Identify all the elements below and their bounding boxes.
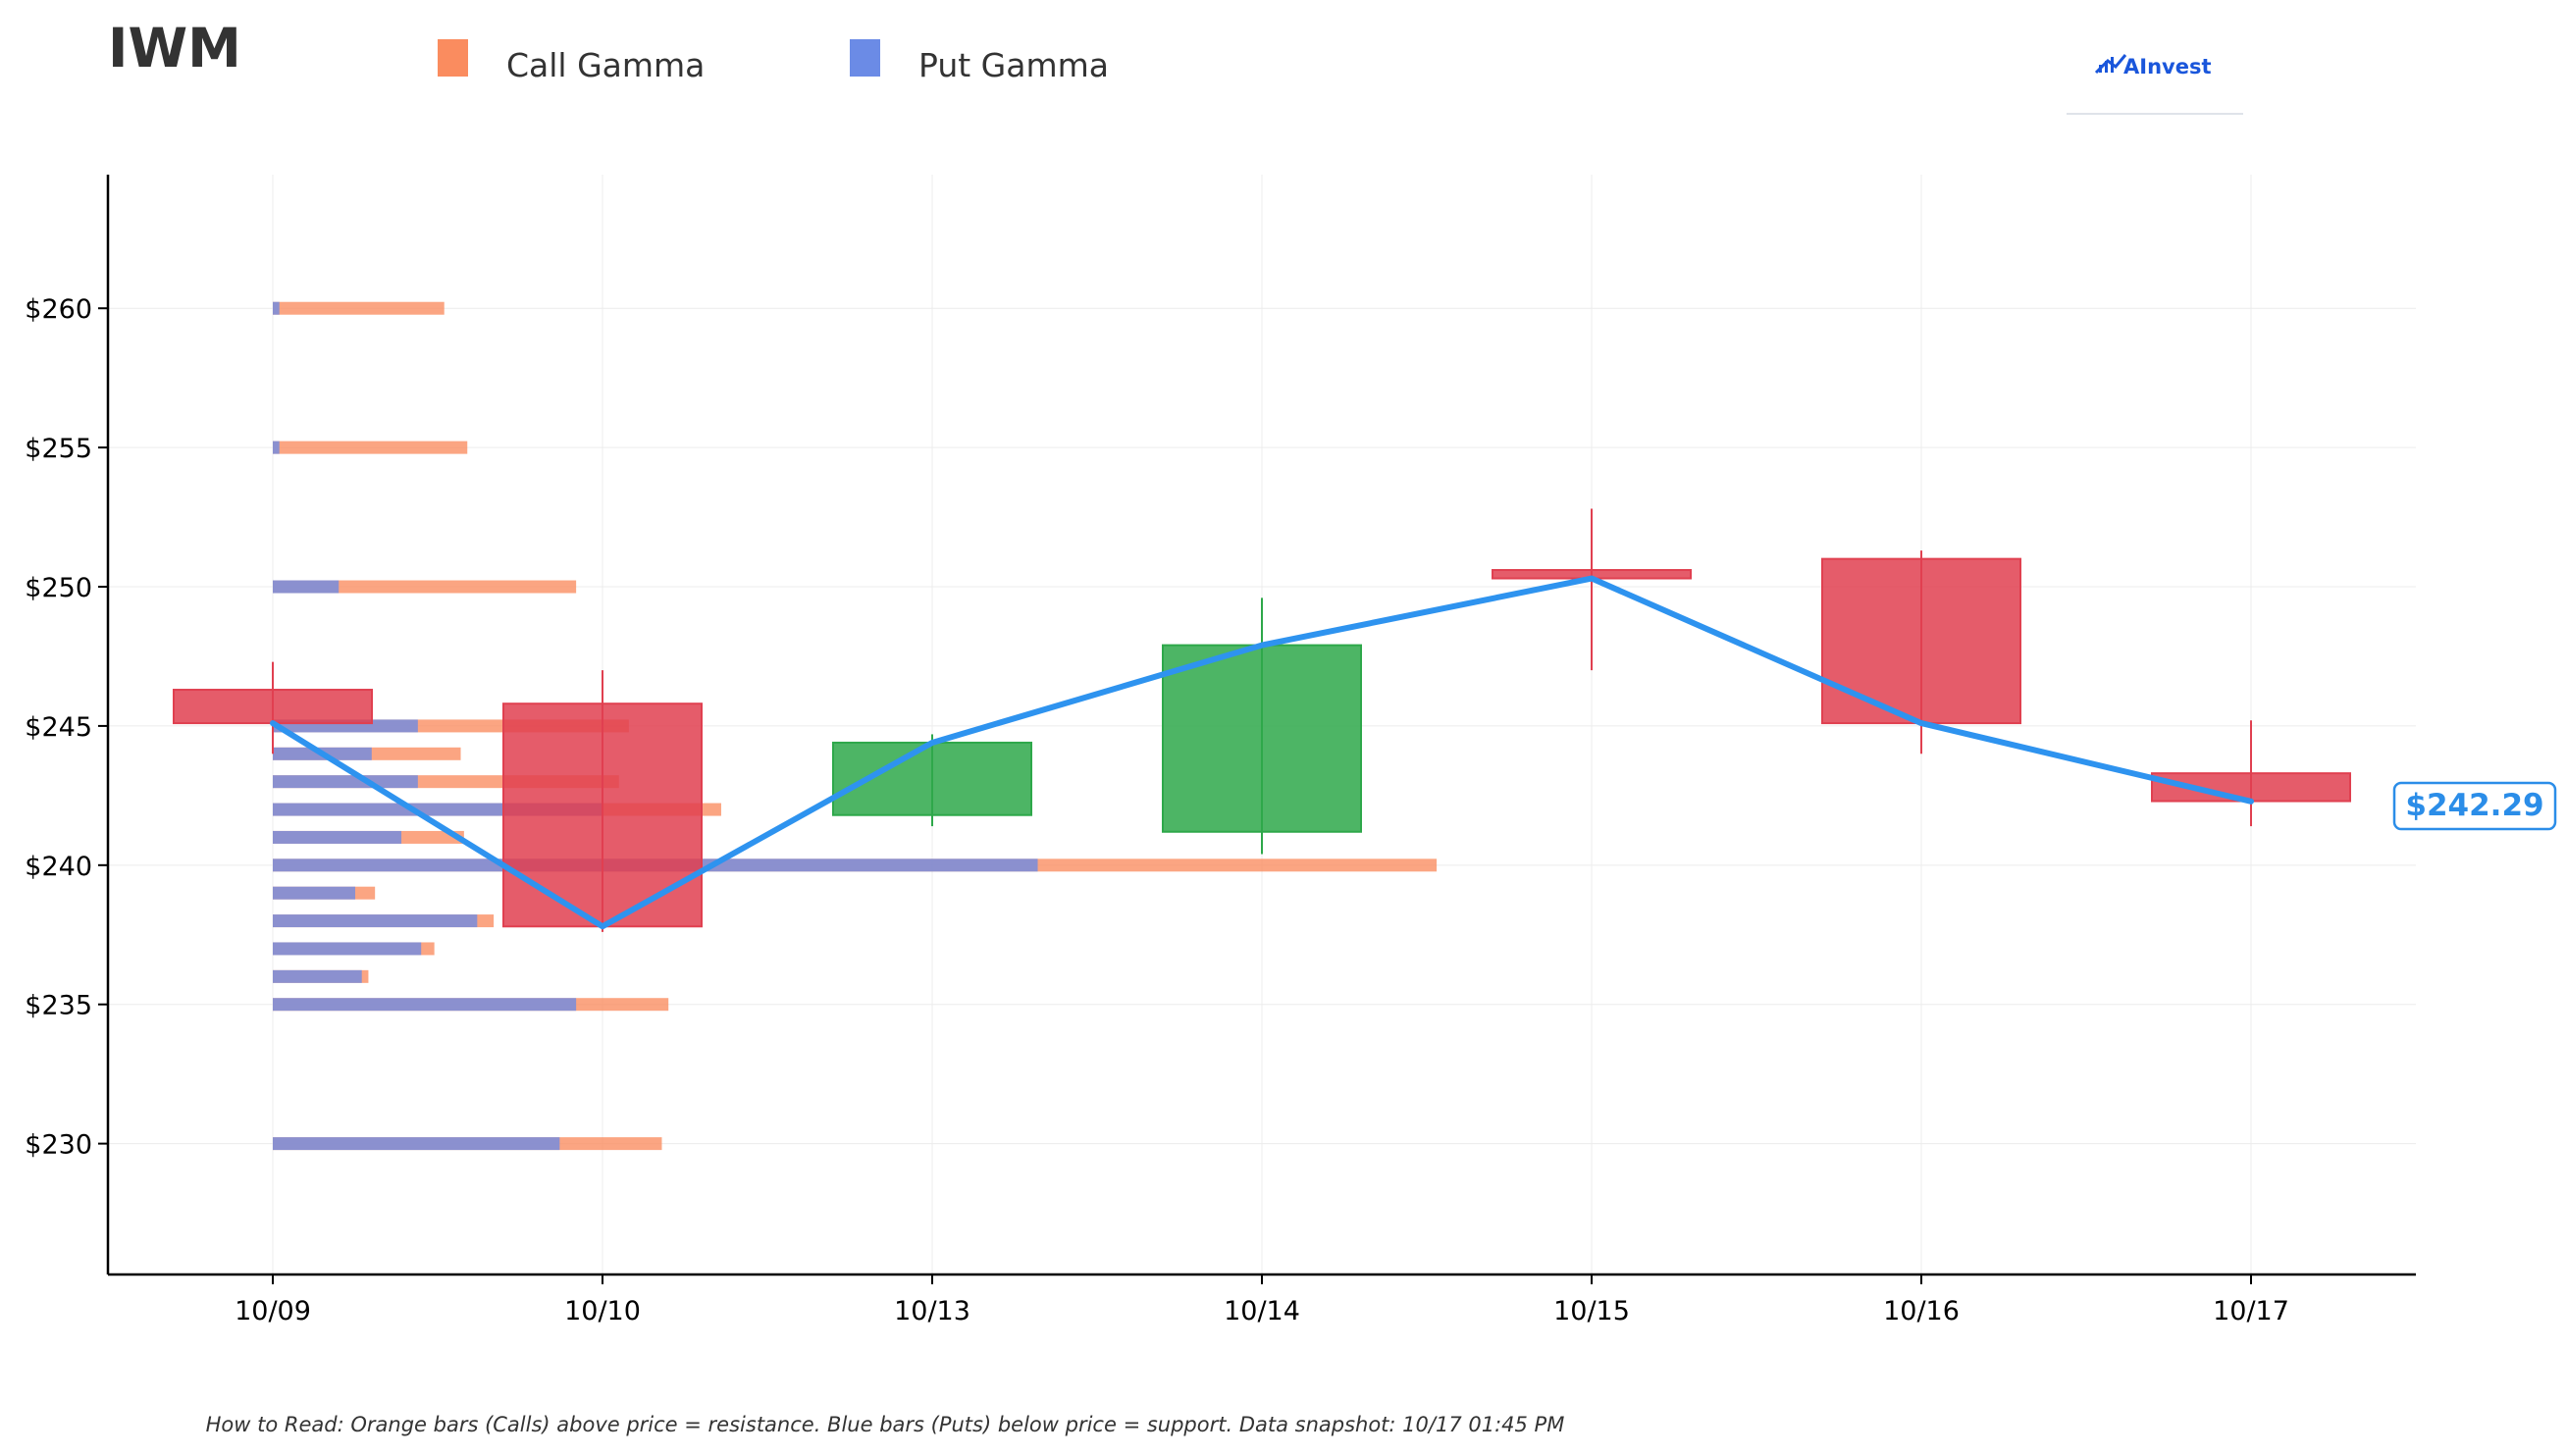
x-tick-label-6: 10/17 xyxy=(2213,1296,2289,1326)
x-tick-label-2: 10/13 xyxy=(894,1296,970,1326)
put-gamma-bar-241 xyxy=(273,830,402,844)
put-gamma-bar-250 xyxy=(273,580,340,594)
last-price-label: $242.29 xyxy=(2392,781,2557,831)
brand-logo: AInvest xyxy=(2067,54,2243,115)
legend: Call Gamma Put Gamma xyxy=(438,39,1109,84)
candle-body-0 xyxy=(173,689,373,725)
footnote: How to Read: Orange bars (Calls) above p… xyxy=(206,1413,1565,1436)
put-gamma-bar-238 xyxy=(273,914,478,928)
brand-name: AInvest xyxy=(2123,55,2212,78)
last-price-text: $242.29 xyxy=(2405,788,2543,823)
put-gamma-bar-236 xyxy=(273,969,362,983)
y-tick-label-1: $235 xyxy=(25,991,92,1021)
legend-call-swatch xyxy=(438,39,468,77)
put-gamma-bar-237 xyxy=(273,942,422,956)
y-tick-label-3: $245 xyxy=(25,712,92,743)
y-tick-label-5: $255 xyxy=(25,434,92,464)
legend-call-label: Call Gamma xyxy=(506,46,705,84)
x-tick-label-4: 10/15 xyxy=(1553,1296,1630,1326)
call-gamma-bar-250 xyxy=(273,580,577,594)
x-tick-label-1: 10/10 xyxy=(564,1296,641,1326)
x-ticks: 10/09 10/10 10/13 10/14 10/15 10/16 10/17 xyxy=(235,1274,2289,1326)
close-price-line xyxy=(270,575,2254,930)
x-tick-label-3: 10/14 xyxy=(1224,1296,1300,1326)
put-gamma-bar-230 xyxy=(273,1137,560,1151)
y-tick-label-0: $230 xyxy=(25,1130,92,1161)
chart-logo-icon xyxy=(2094,54,2127,75)
legend-put-swatch xyxy=(850,39,880,77)
call-gamma-bar-255 xyxy=(273,441,468,454)
legend-put-label: Put Gamma xyxy=(918,46,1109,84)
x-tick-label-0: 10/09 xyxy=(235,1296,311,1326)
put-gamma-bar-235 xyxy=(273,998,577,1012)
candle-body-1 xyxy=(502,702,703,928)
candle-body-5 xyxy=(1821,557,2021,725)
put-gamma-bar-239 xyxy=(273,886,355,900)
x-tick-label-5: 10/16 xyxy=(1883,1296,1960,1326)
y-tick-label-2: $240 xyxy=(25,852,92,882)
put-gamma-bar-255 xyxy=(273,441,280,454)
y-tick-label-6: $260 xyxy=(25,294,92,325)
y-ticks: $230 $235 $240 $245 $250 $255 $260 xyxy=(25,294,108,1161)
close-line-path xyxy=(270,575,2254,930)
put-gamma-bar-243 xyxy=(273,775,418,789)
y-tick-label-4: $250 xyxy=(25,573,92,603)
chart-title: IWM xyxy=(108,17,241,79)
put-gamma-bar-260 xyxy=(273,301,280,315)
call-gamma-bar-260 xyxy=(273,301,445,315)
last-price-box xyxy=(2392,781,2557,831)
candle-body-3 xyxy=(1162,644,1362,833)
